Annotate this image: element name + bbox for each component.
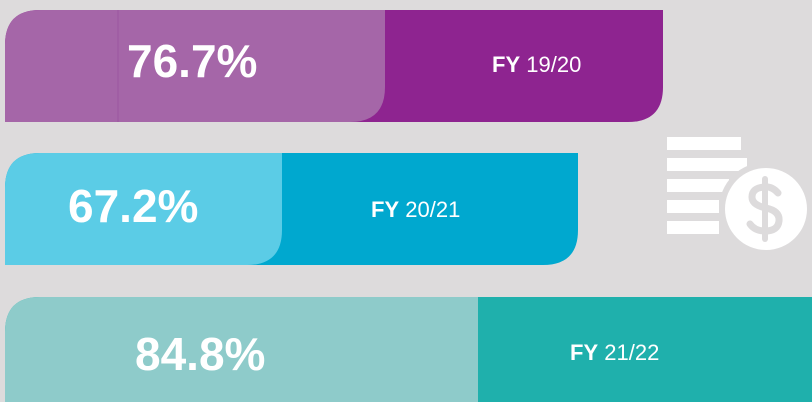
money-icon: [667, 137, 812, 256]
bar-fy2122: 84.8% FY 21/22: [5, 297, 812, 402]
fy-years: 20/21: [405, 197, 460, 222]
fy-prefix: FY: [570, 340, 598, 365]
stripe: [667, 179, 729, 192]
fiscal-year: FY 19/20: [492, 52, 581, 77]
fy-prefix: FY: [492, 52, 520, 77]
bar-fy1920: 76.7% FY 19/20: [5, 10, 663, 122]
bar-light: [5, 10, 385, 122]
percentage: 67.2%: [68, 180, 198, 232]
fy-prefix: FY: [371, 197, 399, 222]
percentage: 84.8%: [135, 328, 265, 380]
bar-fy2021: 67.2% FY 20/21: [5, 153, 578, 265]
stripe: [667, 137, 741, 150]
percentage: 76.7%: [127, 35, 257, 87]
bar-light: [5, 153, 282, 265]
stripe: [667, 200, 719, 213]
fy-years: 19/20: [526, 52, 581, 77]
fiscal-year: FY 20/21: [371, 197, 460, 222]
fiscal-year: FY 21/22: [570, 340, 659, 365]
bar-light: [5, 297, 478, 402]
stripe: [667, 158, 747, 171]
fy-years: 21/22: [604, 340, 659, 365]
stripe: [667, 221, 719, 234]
